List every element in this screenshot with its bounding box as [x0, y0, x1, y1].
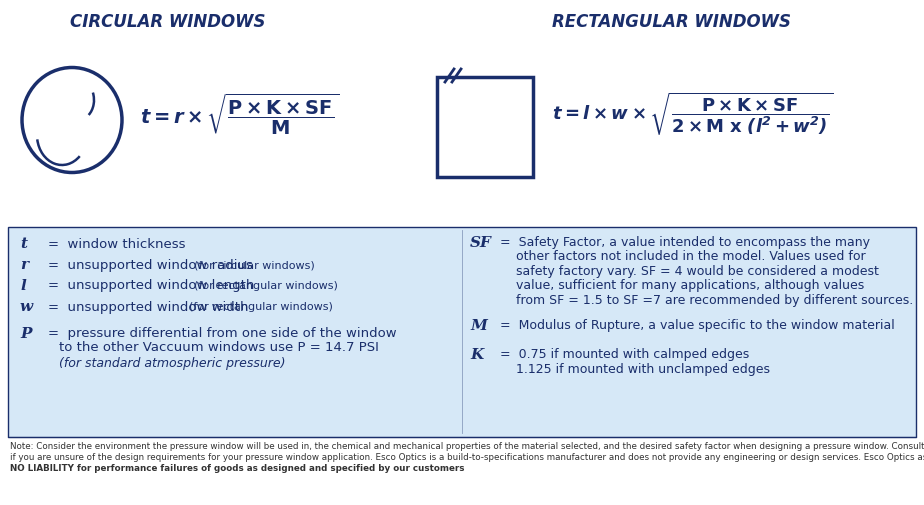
Text: (for rectangular windows): (for rectangular windows)	[189, 301, 334, 312]
Text: (for standard atmospheric pressure): (for standard atmospheric pressure)	[59, 357, 286, 369]
Text: =  Modulus of Rupture, a value specific to the window material: = Modulus of Rupture, a value specific t…	[500, 318, 894, 331]
Text: Note: Consider the environment the pressure window will be used in, the chemical: Note: Consider the environment the press…	[10, 441, 924, 450]
Text: =  window thickness: = window thickness	[48, 237, 186, 250]
Text: =  unsupported window width: = unsupported window width	[48, 300, 253, 313]
Text: if you are unsure of the design requirements for your pressure window applicatio: if you are unsure of the design requirem…	[10, 452, 924, 461]
Text: CIRCULAR WINDOWS: CIRCULAR WINDOWS	[70, 13, 266, 31]
Text: RECTANGULAR WINDOWS: RECTANGULAR WINDOWS	[553, 13, 792, 31]
Text: (for circular windows): (for circular windows)	[194, 260, 315, 270]
Text: K: K	[470, 347, 483, 361]
Text: $\bfit{t} = \bfit{l} \times \bfit{w} \times \sqrt{\dfrac{\mathbf{P} \times \math: $\bfit{t} = \bfit{l} \times \bfit{w} \ti…	[552, 90, 833, 137]
Text: l: l	[20, 278, 26, 292]
Text: NO LIABILITY for performance failures of goods as designed and specified by our : NO LIABILITY for performance failures of…	[10, 463, 465, 472]
Text: SF: SF	[470, 235, 492, 249]
Text: value, sufficient for many applications, although values: value, sufficient for many applications,…	[500, 279, 864, 292]
Text: $\bfit{t} = \bfit{r} \times \sqrt{\dfrac{\mathbf{P} \times \mathbf{K} \times \ma: $\bfit{t} = \bfit{r} \times \sqrt{\dfrac…	[140, 91, 339, 136]
Text: =  0.75 if mounted with calmped edges: = 0.75 if mounted with calmped edges	[500, 347, 749, 360]
Text: =  unsupported window radius: = unsupported window radius	[48, 258, 257, 271]
Text: =  Safety Factor, a value intended to encompass the many: = Safety Factor, a value intended to enc…	[500, 235, 870, 248]
Text: safety factory vary. SF = 4 would be considered a modest: safety factory vary. SF = 4 would be con…	[500, 265, 879, 277]
Text: =  pressure differential from one side of the window: = pressure differential from one side of…	[48, 326, 396, 339]
Text: to the other Vaccuum windows use P = 14.7 PSI: to the other Vaccuum windows use P = 14.…	[59, 340, 379, 353]
Text: from SF = 1.5 to SF =7 are recommended by different sources.: from SF = 1.5 to SF =7 are recommended b…	[500, 293, 913, 307]
Text: 1.125 if mounted with unclamped edges: 1.125 if mounted with unclamped edges	[500, 362, 770, 375]
Text: w: w	[20, 299, 33, 314]
Text: M: M	[470, 318, 487, 332]
FancyBboxPatch shape	[437, 78, 533, 178]
Text: t: t	[20, 236, 27, 250]
FancyBboxPatch shape	[8, 228, 916, 437]
Text: =  unsupported window length: = unsupported window length	[48, 279, 259, 292]
Text: (for rectangular windows): (for rectangular windows)	[194, 280, 338, 290]
Text: r: r	[20, 258, 28, 272]
Text: other factors not included in the model. Values used for: other factors not included in the model.…	[500, 250, 866, 263]
Text: P: P	[20, 326, 31, 340]
